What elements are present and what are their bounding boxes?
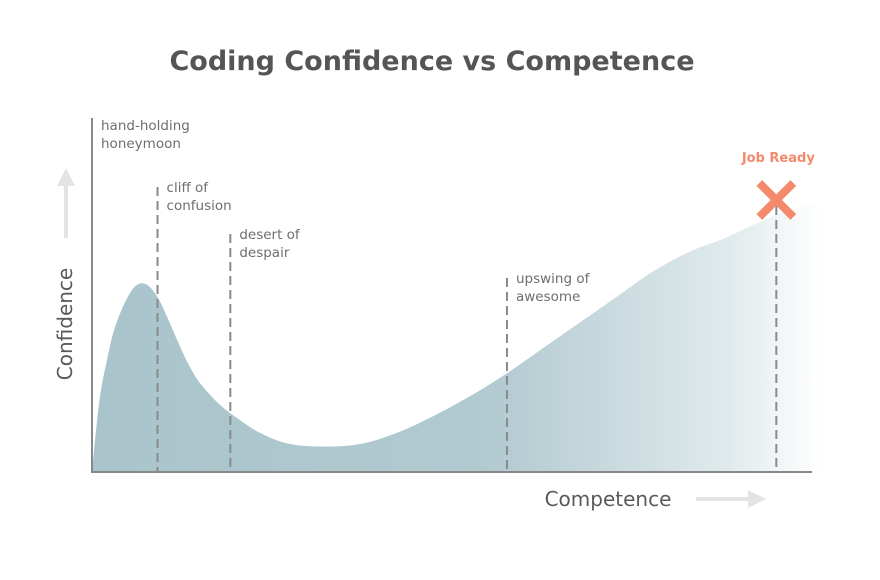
job-ready-x-icon	[756, 180, 797, 220]
phase-label-line: upswing of	[516, 271, 591, 287]
area-layer	[92, 204, 820, 472]
confidence-area	[92, 204, 820, 472]
y-axis-label: Confidence	[53, 268, 77, 380]
x-arrow-head-icon	[748, 490, 766, 508]
phase-label: hand-holding honeymoon	[101, 118, 190, 152]
phase-label-line: desert of	[239, 227, 301, 243]
phase-label-line: hand-holding	[101, 118, 190, 134]
phase-label: cliff of confusion	[167, 180, 232, 214]
y-arrow-head-icon	[57, 168, 75, 186]
phase-label-line: awesome	[516, 289, 580, 305]
phase-layer: hand-holding honeymoon cliff of confusion de…	[91, 118, 778, 472]
phase-label: upswing of awesome	[516, 271, 591, 305]
phase-label-line: despair	[239, 245, 290, 261]
x-axis-label: Competence	[545, 487, 672, 511]
chart-title: Coding Confidence vs Competence	[169, 46, 694, 77]
phase-label: desert of despair	[239, 227, 301, 261]
job-ready-label: Job Ready	[741, 151, 816, 166]
marker-layer: Job Ready	[741, 151, 816, 220]
phase-label-line: confusion	[167, 198, 232, 214]
phase-label-line: cliff of	[167, 180, 210, 196]
phase-label-line: honeymoon	[101, 136, 181, 152]
